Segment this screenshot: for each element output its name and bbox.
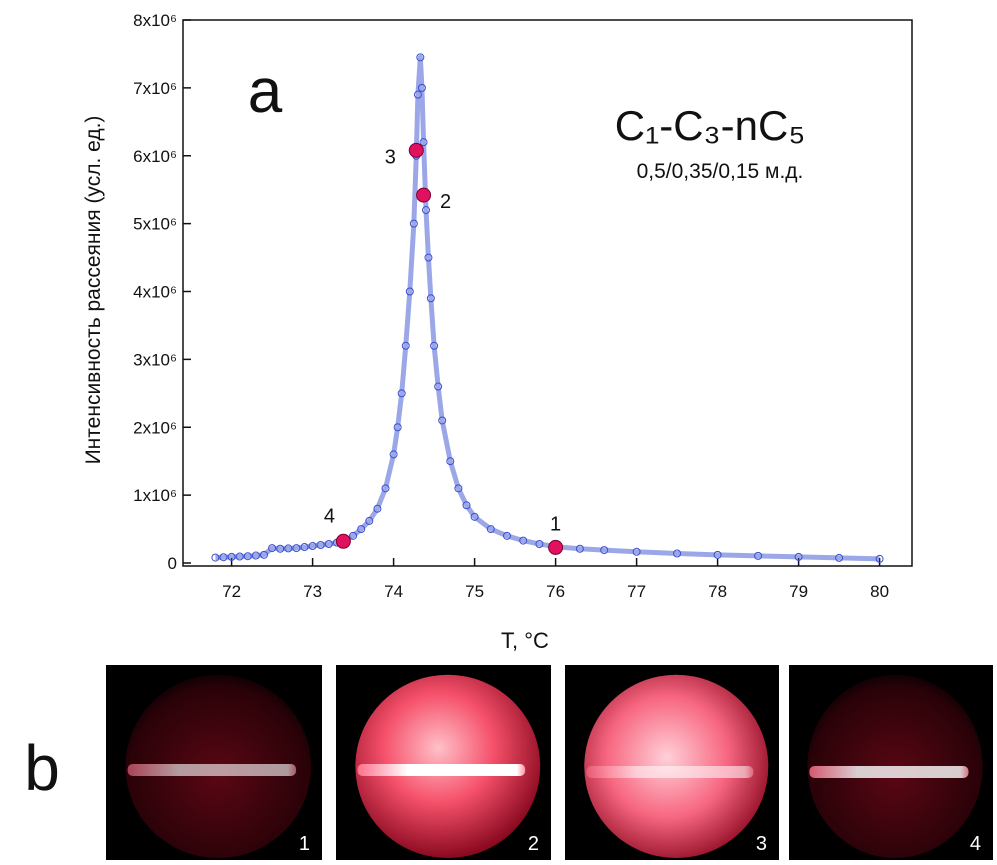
- data-point: [417, 83, 426, 92]
- data-point: [413, 90, 422, 99]
- photo: 4: [789, 665, 993, 860]
- y-tick-label: 1x10⁶: [133, 486, 177, 505]
- data-point: [424, 253, 433, 262]
- point-label: 3: [385, 146, 396, 168]
- x-tick-label: 77: [627, 582, 646, 601]
- highlight-point: [335, 533, 351, 549]
- highlight-point: [548, 539, 564, 555]
- data-point: [308, 542, 317, 551]
- data-point: [503, 531, 511, 540]
- data-point: [393, 423, 402, 432]
- data-point: [430, 341, 439, 350]
- chart-title: C₁-C₃-nC₅: [615, 102, 806, 149]
- photo-label: 4: [970, 833, 981, 855]
- point-label: 2: [440, 191, 451, 213]
- x-tick-label: 76: [546, 582, 565, 601]
- highlight-point: [416, 187, 432, 203]
- data-point: [276, 544, 285, 553]
- x-tick-label: 74: [384, 582, 403, 601]
- point-label: 4: [324, 505, 335, 527]
- data-point: [357, 525, 366, 534]
- data-point: [454, 484, 463, 493]
- y-axis-label: Интенсивность рассеяния (усл. ед.): [82, 116, 105, 465]
- data-point: [365, 516, 374, 525]
- data-point: [434, 382, 443, 391]
- x-tick-label: 79: [789, 582, 808, 601]
- data-point: [535, 539, 544, 548]
- data-point: [292, 544, 301, 553]
- data-point: [486, 525, 495, 534]
- x-tick-label: 75: [465, 582, 484, 601]
- data-point: [519, 536, 528, 545]
- data-point: [243, 552, 252, 561]
- panel-label: a: [248, 57, 283, 126]
- point-label: 1: [550, 513, 561, 535]
- data-point: [419, 138, 428, 147]
- y-tick-label: 4x10⁶: [133, 283, 177, 302]
- data-point: [381, 484, 390, 493]
- y-tick-label: 7x10⁶: [133, 79, 177, 98]
- photo-label: 2: [528, 833, 539, 855]
- data-point: [405, 287, 414, 296]
- data-point: [426, 294, 435, 303]
- y-tick-label: 6x10⁶: [133, 147, 177, 166]
- data-point: [754, 551, 763, 560]
- data-point: [875, 554, 884, 563]
- data-point: [268, 544, 277, 553]
- data-point: [462, 501, 471, 510]
- data-point: [389, 450, 398, 459]
- y-tick-label: 5x10⁶: [133, 215, 177, 234]
- y-tick-label: 2x10⁶: [133, 418, 177, 437]
- x-tick-label: 72: [222, 582, 241, 601]
- photo-beam: [127, 764, 297, 776]
- data-point: [260, 550, 268, 559]
- data-point: [401, 341, 410, 350]
- photo-label: 3: [756, 833, 767, 855]
- plot-frame: [182, 19, 913, 567]
- data-point: [446, 457, 455, 466]
- data-point: [575, 544, 584, 553]
- data-point: [251, 551, 260, 560]
- data-point: [438, 416, 447, 425]
- photo-label: 1: [299, 833, 310, 855]
- data-point: [300, 543, 309, 552]
- photo: 3: [565, 665, 779, 860]
- y-tick-label: 3x10⁶: [133, 350, 177, 369]
- highlight-point: [408, 142, 424, 158]
- data-point: [324, 539, 333, 548]
- x-tick-label: 78: [708, 582, 727, 601]
- y-tick-label: 8x10⁶: [133, 11, 177, 30]
- chart-subtitle: 0,5/0,35/0,15 м.д.: [637, 160, 804, 183]
- data-point: [835, 553, 844, 562]
- x-axis-label: T, °C: [501, 628, 549, 653]
- data-point: [211, 553, 220, 562]
- data-point: [219, 553, 228, 562]
- y-tick-label: 0: [168, 554, 177, 573]
- data-point: [673, 549, 682, 558]
- photo: 1: [106, 665, 322, 860]
- photo-beam: [809, 766, 969, 778]
- data-point: [794, 552, 803, 561]
- photo-beam: [586, 766, 754, 778]
- data-point: [416, 53, 425, 62]
- x-tick-label: 80: [870, 582, 889, 601]
- data-point: [349, 531, 358, 540]
- data-point: [373, 504, 382, 513]
- data-point: [470, 512, 479, 521]
- x-tick-label: 73: [303, 582, 322, 601]
- panel-label: b: [24, 732, 60, 804]
- photo-beam: [357, 764, 526, 776]
- data-point: [397, 389, 406, 398]
- photo: 2: [336, 665, 551, 860]
- data-point: [284, 544, 293, 553]
- data-point: [235, 552, 244, 561]
- data-point: [422, 206, 430, 215]
- data-point: [632, 547, 641, 556]
- data-point: [713, 550, 722, 559]
- data-point: [409, 219, 418, 228]
- data-point: [227, 552, 236, 561]
- data-point: [600, 546, 609, 555]
- data-point: [316, 541, 325, 550]
